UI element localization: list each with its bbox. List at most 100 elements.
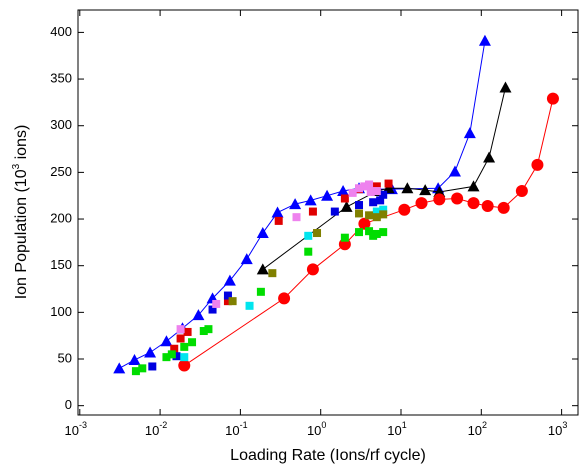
x-tick-label: 10-3 <box>65 420 87 438</box>
point <box>365 227 374 236</box>
point <box>348 188 357 197</box>
x-tick-label: 100 <box>307 420 326 438</box>
point <box>433 193 446 206</box>
point <box>497 201 510 214</box>
point <box>188 338 197 347</box>
point <box>212 299 221 308</box>
point <box>289 198 302 210</box>
point <box>271 206 284 218</box>
point <box>398 203 411 216</box>
point <box>366 187 375 196</box>
point <box>369 198 378 207</box>
point <box>384 179 393 188</box>
point <box>274 216 283 225</box>
point <box>228 297 237 306</box>
point <box>304 194 317 206</box>
point <box>379 205 388 214</box>
point <box>340 233 349 242</box>
y-axis-title-end: ions) <box>13 125 30 164</box>
point <box>113 362 126 374</box>
point <box>372 187 381 196</box>
point <box>131 367 140 376</box>
point <box>515 185 528 198</box>
point <box>355 228 364 237</box>
point <box>355 209 364 218</box>
point <box>355 184 364 193</box>
point <box>372 207 381 216</box>
y-tick-label: 400 <box>50 24 72 39</box>
y-tick-label: 350 <box>50 70 72 85</box>
y-tick-label: 200 <box>50 210 72 225</box>
point <box>256 263 269 275</box>
point <box>304 247 313 256</box>
point <box>313 229 322 238</box>
x-tick-base: 10 <box>145 423 159 438</box>
x-tick-exp: -1 <box>240 420 248 430</box>
x-tick-label: 103 <box>548 420 567 438</box>
point <box>467 180 480 192</box>
point <box>176 334 185 343</box>
y-axis-title-sup: 3 <box>11 163 22 169</box>
point <box>546 92 559 105</box>
x-tick-base: 10 <box>65 423 79 438</box>
x-tick-exp: 3 <box>562 420 567 430</box>
point <box>128 353 141 365</box>
point <box>183 327 192 336</box>
point <box>481 199 494 212</box>
point <box>451 192 464 205</box>
x-tick-exp: 0 <box>321 420 326 430</box>
x-tick-base: 10 <box>225 423 239 438</box>
y-axis-title: Ion Population (103 ions) <box>11 125 31 300</box>
point <box>256 287 265 296</box>
point <box>144 346 157 358</box>
point <box>180 342 189 351</box>
point <box>463 127 476 139</box>
point <box>401 182 414 194</box>
point <box>306 263 319 276</box>
series-line <box>262 87 506 270</box>
point <box>340 194 349 203</box>
point <box>478 34 491 46</box>
x-tick-label: 10-2 <box>145 420 167 438</box>
point <box>448 165 461 177</box>
point <box>321 189 334 201</box>
point <box>330 207 339 216</box>
point <box>138 364 147 373</box>
point <box>467 197 480 210</box>
x-tick-exp: 2 <box>482 420 487 430</box>
x-tick-base: 10 <box>468 423 482 438</box>
y-tick-label: 100 <box>50 304 72 319</box>
series-line <box>119 40 486 369</box>
point <box>278 292 291 305</box>
point <box>223 291 232 300</box>
point <box>304 231 313 240</box>
y-tick-label: 50 <box>58 350 72 365</box>
point <box>170 344 179 353</box>
point <box>223 274 236 286</box>
point <box>337 185 350 197</box>
point <box>240 253 253 265</box>
y-tick-label: 300 <box>50 117 72 132</box>
point <box>172 352 181 361</box>
point <box>256 227 269 239</box>
point <box>415 197 428 210</box>
x-tick-base: 10 <box>307 423 321 438</box>
point <box>178 359 191 372</box>
point <box>419 184 432 196</box>
point <box>379 190 388 199</box>
x-tick-label: 101 <box>387 420 406 438</box>
x-tick-exp: -3 <box>79 420 87 430</box>
point <box>376 196 385 205</box>
point <box>160 335 173 347</box>
y-tick-label: 150 <box>50 257 72 272</box>
point <box>148 362 157 371</box>
point <box>340 200 353 212</box>
point <box>292 213 301 222</box>
point <box>499 81 512 93</box>
point <box>355 201 364 210</box>
point <box>167 350 176 359</box>
point <box>360 182 369 191</box>
point <box>365 211 374 220</box>
point <box>308 207 317 216</box>
point <box>245 301 254 310</box>
